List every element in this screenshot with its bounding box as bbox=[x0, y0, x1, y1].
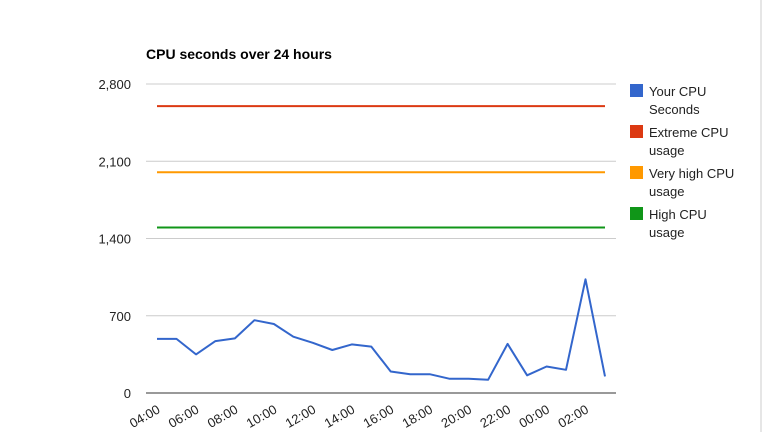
grid-layer bbox=[146, 83, 616, 394]
legend-label: usage bbox=[649, 143, 684, 158]
y-tick-label: 2,100 bbox=[98, 154, 131, 169]
legend-swatch bbox=[630, 166, 643, 179]
legend-swatch bbox=[630, 125, 643, 138]
x-tick-label: 08:00 bbox=[205, 402, 241, 431]
y-axis-ticks: 0 700 1,400 2,100 2,800 bbox=[98, 77, 131, 401]
legend: Your CPU Seconds Extreme CPU usage Very high… bbox=[630, 84, 734, 240]
y-tick-label: 0 bbox=[124, 386, 131, 401]
y-tick-label: 2,800 bbox=[98, 77, 131, 92]
x-tick-label: 18:00 bbox=[400, 402, 436, 431]
legend-label: Extreme CPU bbox=[649, 125, 728, 140]
legend-swatch bbox=[630, 207, 643, 220]
legend-label: Your CPU bbox=[649, 84, 706, 99]
x-tick-label: 02:00 bbox=[555, 402, 591, 431]
y-tick-label: 700 bbox=[109, 309, 131, 324]
x-tick-label: 12:00 bbox=[283, 402, 319, 431]
x-axis-ticks: 04:00 06:00 08:00 10:00 12:00 14:00 16:00 18:00… bbox=[127, 402, 591, 431]
frame-edge bbox=[760, 0, 762, 432]
x-tick-label: 22:00 bbox=[477, 402, 513, 431]
x-tick-label: 00:00 bbox=[516, 402, 552, 431]
legend-label: usage bbox=[649, 184, 684, 199]
x-tick-label: 10:00 bbox=[244, 402, 280, 431]
x-tick-label: 20:00 bbox=[438, 402, 474, 431]
series-layer bbox=[157, 105, 606, 381]
legend-label: Very high CPU bbox=[649, 166, 734, 181]
legend-swatch bbox=[630, 84, 643, 97]
x-tick-label: 16:00 bbox=[361, 402, 397, 431]
chart-title: CPU seconds over 24 hours bbox=[146, 46, 332, 62]
legend-label: usage bbox=[649, 225, 684, 240]
x-tick-label: 14:00 bbox=[322, 402, 358, 431]
series-line-0 bbox=[157, 278, 606, 381]
x-tick-label: 04:00 bbox=[127, 402, 163, 431]
x-tick-label: 06:00 bbox=[166, 402, 202, 431]
legend-label: Seconds bbox=[649, 102, 700, 117]
y-tick-label: 1,400 bbox=[98, 232, 131, 247]
legend-label: High CPU bbox=[649, 207, 707, 222]
